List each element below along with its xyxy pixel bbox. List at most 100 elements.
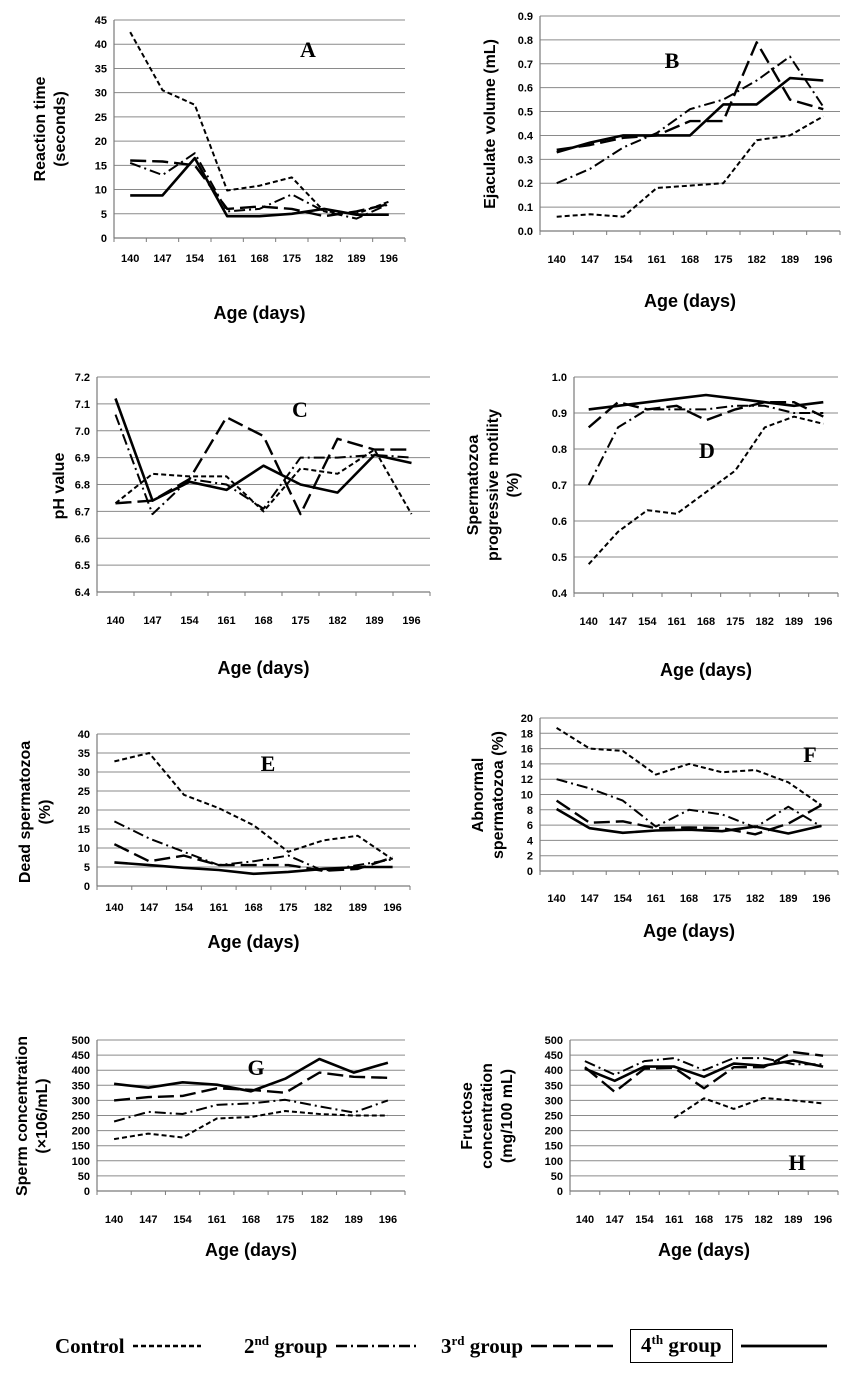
x-tick-label: 189 bbox=[784, 1214, 802, 1226]
x-tick-label: 196 bbox=[814, 254, 832, 266]
series-line-long-dash bbox=[113, 1071, 388, 1102]
x-tick-label: 175 bbox=[279, 902, 297, 914]
y-tick-label: 6 bbox=[527, 820, 533, 832]
x-tick-label: 189 bbox=[349, 902, 367, 914]
series-line-solid bbox=[588, 393, 824, 411]
y-tick-label: 7.1 bbox=[75, 399, 90, 411]
x-tick-label: 175 bbox=[291, 615, 309, 627]
series-line-long-dash bbox=[113, 843, 393, 872]
y-tick-label: 300 bbox=[545, 1095, 563, 1107]
y-axis-label-line: Ejaculate volume (mL) bbox=[482, 39, 499, 209]
series-line-dash-dot bbox=[556, 55, 825, 185]
y-tick-label: 7.2 bbox=[75, 372, 90, 384]
y-tick-label: 400 bbox=[72, 1065, 90, 1077]
y-axis-label-line: Reaction time bbox=[32, 76, 49, 181]
x-tick-label: 154 bbox=[173, 1214, 192, 1226]
y-tick-label: 18 bbox=[521, 728, 533, 740]
x-tick-label: 168 bbox=[242, 1214, 260, 1226]
x-tick-label: 147 bbox=[153, 253, 171, 265]
x-tick-label: 161 bbox=[218, 253, 236, 265]
y-tick-label: 0.7 bbox=[552, 480, 567, 492]
x-tick-label: 182 bbox=[747, 254, 765, 266]
x-axis-label: Age (days) bbox=[217, 658, 309, 678]
y-tick-label: 0 bbox=[527, 866, 533, 878]
chart-panel-b: 0.0 0.1 0.2 0.3 0.4 0.5 0.6 0.7 0.8 0.9 140 147 154 1… bbox=[482, 11, 841, 311]
y-tick-label: 20 bbox=[521, 713, 533, 725]
y-tick-label: 7.0 bbox=[75, 426, 90, 438]
x-tick-label: 175 bbox=[283, 253, 301, 265]
x-tick-label: 140 bbox=[576, 1214, 594, 1226]
y-tick-label: 15 bbox=[78, 824, 90, 836]
y-tick-label: 0.9 bbox=[518, 11, 533, 23]
x-tick-label: 189 bbox=[344, 1214, 362, 1226]
series-line-short-dash bbox=[114, 752, 394, 861]
legend-item-3rd-group: 3rd group bbox=[441, 1320, 614, 1372]
x-tick-label: 182 bbox=[746, 893, 764, 905]
y-tick-label: 2 bbox=[527, 851, 533, 863]
series-line-solid bbox=[556, 76, 824, 154]
x-tick-label: 154 bbox=[614, 893, 633, 905]
y-tick-label: 20 bbox=[78, 805, 90, 817]
y-tick-label: 14 bbox=[521, 759, 534, 771]
series-line-dash-dot bbox=[129, 152, 390, 220]
x-tick-label: 196 bbox=[379, 1214, 397, 1226]
x-tick-label: 175 bbox=[276, 1214, 294, 1226]
x-tick-label: 154 bbox=[175, 902, 194, 914]
chart-panel-c: 6.4 6.5 6.6 6.7 6.8 6.9 7.0 7.1 7.2 140 147 154 161 1… bbox=[51, 372, 431, 678]
x-tick-label: 196 bbox=[812, 893, 830, 905]
legend: Control 2nd group 3rd group 4th group bbox=[0, 1320, 846, 1376]
series-line-long-dash bbox=[584, 1050, 824, 1094]
x-axis-label: Age (days) bbox=[660, 660, 752, 680]
x-tick-label: 189 bbox=[781, 254, 799, 266]
panel-letter: A bbox=[300, 37, 316, 62]
x-tick-label: 147 bbox=[140, 902, 158, 914]
y-tick-label: 6.5 bbox=[75, 560, 90, 572]
x-tick-label: 175 bbox=[726, 616, 744, 628]
y-tick-label: 0 bbox=[557, 1186, 563, 1198]
series-line-solid bbox=[130, 156, 389, 218]
legend-item-2nd-group: 2nd group bbox=[244, 1320, 416, 1372]
series-line-solid bbox=[113, 1057, 389, 1093]
chart-panel-h: 0 50 100 150 200 250 300 350 400 450 500 140 147 154 1… bbox=[459, 1035, 839, 1260]
panel-letter: C bbox=[292, 397, 308, 422]
x-tick-label: 140 bbox=[121, 253, 139, 265]
y-tick-label: 6.9 bbox=[75, 453, 90, 465]
y-tick-label: 25 bbox=[95, 112, 107, 124]
y-tick-label: 15 bbox=[95, 160, 107, 172]
y-tick-label: 0.4 bbox=[518, 130, 534, 142]
legend-label-2nd-group: 2nd group bbox=[244, 1333, 328, 1358]
series-line-solid bbox=[114, 398, 412, 502]
series-line-short-dash bbox=[113, 1110, 388, 1141]
x-tick-label: 168 bbox=[697, 616, 715, 628]
y-axis-label: Dead spermatozoa (%) bbox=[17, 741, 54, 883]
y-tick-label: 0 bbox=[84, 1186, 90, 1198]
x-axis-label: Age (days) bbox=[643, 921, 735, 941]
y-axis-label-line: Spermatozoa bbox=[465, 435, 482, 536]
panel-letter: E bbox=[261, 751, 276, 776]
x-tick-label: 168 bbox=[250, 253, 268, 265]
y-tick-label: 0.9 bbox=[552, 408, 567, 420]
y-tick-label: 350 bbox=[545, 1080, 563, 1092]
legend-item-4th-group: 4th group bbox=[630, 1320, 827, 1372]
y-tick-label: 450 bbox=[72, 1050, 90, 1062]
y-tick-label: 4 bbox=[527, 835, 534, 847]
y-tick-label: 400 bbox=[545, 1065, 563, 1077]
panel-letter: F bbox=[803, 742, 816, 767]
x-tick-label: 140 bbox=[106, 615, 124, 627]
y-tick-label: 6.4 bbox=[75, 587, 91, 599]
y-tick-label: 450 bbox=[545, 1050, 563, 1062]
series-line-dash-dot bbox=[114, 414, 412, 516]
series-line-long-dash bbox=[555, 799, 822, 836]
y-tick-label: 200 bbox=[545, 1126, 563, 1138]
x-tick-label: 168 bbox=[681, 254, 699, 266]
y-axis-label-line: (%) bbox=[505, 473, 522, 498]
x-tick-label: 147 bbox=[605, 1214, 623, 1226]
y-tick-label: 35 bbox=[95, 63, 107, 75]
series-line-dash-dot bbox=[556, 778, 822, 829]
legend-line-control bbox=[132, 1344, 201, 1348]
legend-label-control: Control bbox=[55, 1333, 125, 1358]
chart-panel-a: 0 5 10 15 20 25 30 35 40 45 140 147 154 161 168 175 182 1… bbox=[32, 15, 406, 323]
x-tick-label: 196 bbox=[814, 1214, 832, 1226]
x-tick-label: 154 bbox=[186, 253, 205, 265]
series-line-solid bbox=[584, 1059, 824, 1083]
